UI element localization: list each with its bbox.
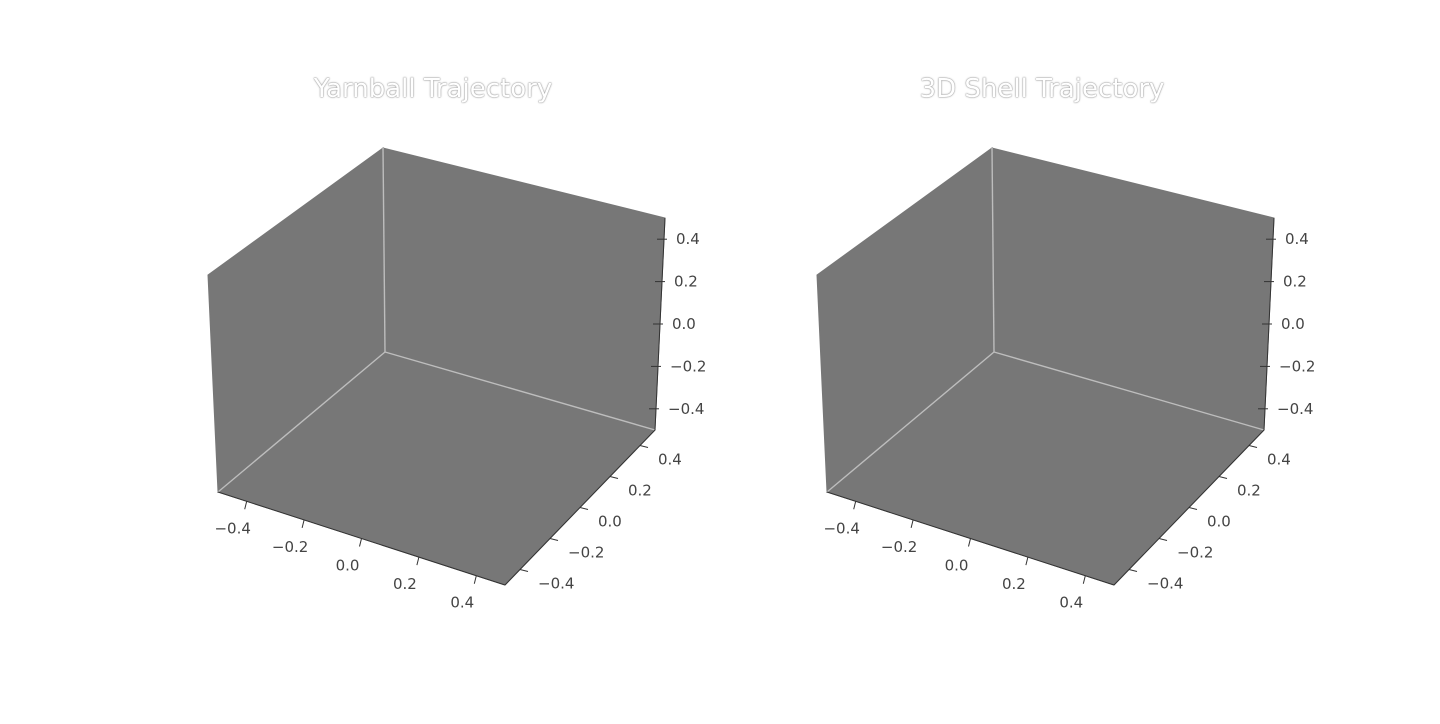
x-tick [1082,575,1086,584]
y-tick-label: −0.4 [538,575,574,593]
y-tick-label: 0.0 [1207,513,1231,531]
floor-back-edge [384,351,656,431]
z-tick-label: −0.2 [1279,357,1315,375]
y-tick-label: 0.2 [628,482,652,500]
chart-title: Yarnball Trajectory [313,74,553,104]
y-tick [579,507,589,510]
x-tick-label: 0.4 [1059,594,1083,612]
z-tick-label: 0.0 [672,315,696,333]
z-tick-label: 0.4 [676,230,700,248]
y-tick [609,476,619,479]
y-tick [1218,476,1228,479]
x-tick-label: 0.4 [450,594,474,612]
floor-left-edge [826,351,995,493]
x-tick-label: 0.2 [1002,575,1026,593]
y-tick-label: −0.2 [1177,544,1213,562]
x-tick [244,501,248,510]
x-tick-label: 0.0 [945,557,969,575]
y-tick-label: −0.4 [1147,575,1183,593]
x-tick-label: 0.0 [336,557,360,575]
x-tick-label: −0.4 [823,519,859,537]
chart-title: 3D Shell Trajectory [919,74,1165,104]
y-tick-label: 0.2 [1237,482,1261,500]
y-tick [1248,445,1258,448]
z-tick-label: 0.2 [1283,273,1307,291]
x-tick-label: −0.4 [214,519,250,537]
z-tick-label: 0.4 [1285,230,1309,248]
y-tick [1158,538,1168,541]
x-tick-label: −0.2 [272,538,308,556]
y-tick [639,445,649,448]
z-tick-label: −0.4 [668,400,704,418]
y-tick [549,538,559,541]
y-tick-label: −0.2 [568,544,604,562]
x-tick [1025,556,1029,566]
x-tick [416,556,420,566]
x-tick [853,501,857,510]
x-tick [359,538,362,547]
x-tick [473,575,477,584]
y-tick [519,569,529,572]
y-tick [1188,507,1198,510]
back-vertical-edge [382,147,386,353]
z-tick-label: −0.4 [1277,400,1313,418]
x-tick [910,519,914,529]
x-tick-label: −0.2 [881,538,917,556]
z-tick-label: 0.2 [674,273,698,291]
x-tick [301,519,305,529]
y-tick [1128,569,1138,572]
y-tick-label: 0.0 [598,513,622,531]
x-tick-label: 0.2 [393,575,417,593]
x-tick [968,538,971,547]
floor-left-edge [217,351,386,493]
back-vertical-edge [991,147,995,353]
floor-back-edge [993,351,1265,431]
y-tick-label: 0.4 [1267,451,1291,469]
z-tick-label: 0.0 [1281,315,1305,333]
y-tick-label: 0.4 [658,451,682,469]
z-tick-label: −0.2 [670,357,706,375]
